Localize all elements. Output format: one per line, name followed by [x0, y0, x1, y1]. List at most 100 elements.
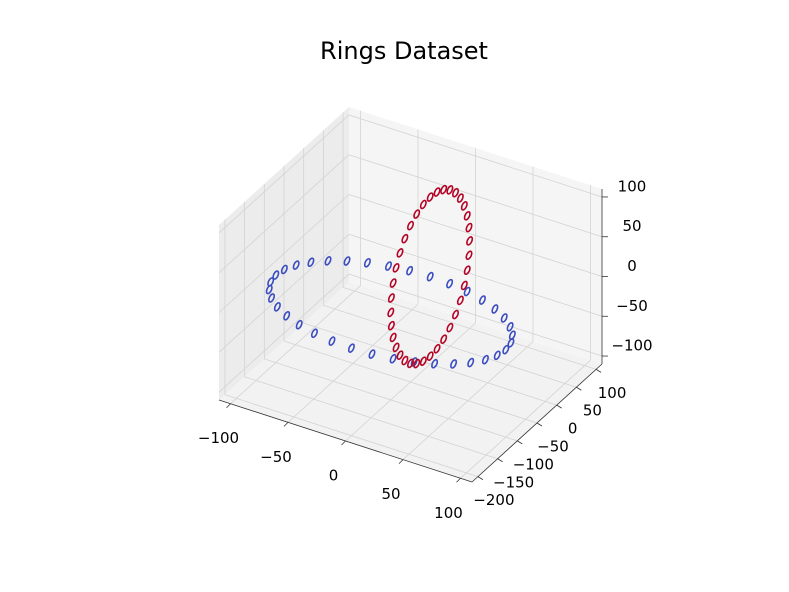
point [491, 304, 499, 314]
point [347, 343, 355, 353]
point [463, 210, 471, 221]
point [508, 330, 516, 340]
y-tick-label: −200 [473, 491, 514, 509]
point [265, 284, 273, 295]
z-tick-label: 0 [627, 257, 637, 275]
point [446, 278, 454, 289]
grid-line [244, 376, 498, 460]
point [466, 236, 474, 246]
point [389, 332, 397, 343]
y-axis [471, 363, 603, 483]
z-tick-label: 100 [618, 177, 647, 195]
point [268, 293, 276, 303]
point [463, 265, 471, 276]
point [465, 250, 473, 261]
point [387, 307, 395, 318]
tick-mark [556, 404, 562, 409]
point [292, 260, 300, 270]
y-tick-label: 0 [568, 420, 578, 438]
grid-line [218, 194, 350, 313]
z-tick-label: −100 [611, 337, 652, 355]
point [389, 353, 397, 364]
point [392, 342, 400, 353]
point [440, 184, 448, 195]
point [413, 358, 421, 369]
tick-mark [517, 440, 523, 445]
grid-line [303, 322, 557, 406]
tick-mark [477, 476, 484, 480]
point [343, 256, 351, 266]
point [446, 322, 454, 333]
y-tick-label: −150 [493, 473, 534, 491]
y-tick-label: −50 [537, 438, 569, 456]
z-tick-label: 50 [622, 217, 641, 235]
point [493, 350, 501, 361]
point [433, 187, 441, 197]
point [460, 280, 468, 291]
point [463, 286, 471, 297]
point [452, 309, 460, 320]
point [401, 233, 409, 244]
grid-line [348, 114, 603, 198]
point [389, 278, 397, 288]
tick-mark [226, 403, 231, 409]
point [406, 265, 414, 276]
x-tick-label: 0 [329, 467, 339, 485]
point [273, 302, 281, 312]
grid-line [342, 286, 597, 370]
point [456, 295, 464, 306]
point [283, 310, 291, 321]
point [310, 328, 318, 339]
point [433, 343, 441, 354]
point [440, 334, 448, 344]
z-tick-label: −50 [616, 297, 648, 315]
grid-line [224, 394, 479, 478]
y-tick-label: 100 [598, 384, 627, 402]
point [392, 263, 400, 273]
point [328, 336, 336, 346]
x-axis [218, 399, 473, 483]
point [481, 354, 489, 365]
point [280, 264, 288, 275]
x-tick-label: −50 [260, 448, 292, 466]
point [387, 320, 395, 331]
point [431, 358, 439, 369]
tick-mark [341, 440, 346, 446]
point [413, 209, 421, 219]
tick-mark [283, 422, 289, 427]
y-tick-label: 50 [583, 402, 602, 420]
point [478, 295, 486, 305]
point [465, 222, 473, 233]
grid-line [348, 194, 603, 277]
x-tick-label: 50 [381, 485, 400, 503]
grid-line [218, 273, 350, 393]
point [467, 357, 475, 368]
tick-mark [576, 386, 582, 391]
point [396, 248, 404, 258]
point [387, 293, 395, 303]
point [419, 356, 427, 367]
point [460, 201, 468, 211]
point [385, 261, 393, 271]
grid-line [348, 233, 603, 317]
tick-mark [595, 369, 602, 373]
point [450, 359, 458, 369]
x-tick-label: 100 [434, 504, 463, 522]
point [426, 192, 434, 202]
point [500, 313, 508, 323]
grid-line [218, 154, 350, 274]
point [419, 199, 427, 210]
x-tick-label: −100 [198, 429, 239, 447]
chart-title: Rings Dataset [320, 37, 488, 65]
point [307, 257, 315, 268]
point [426, 271, 434, 282]
point [363, 257, 371, 268]
point [446, 185, 454, 195]
grid-line [218, 114, 350, 234]
point [295, 319, 303, 330]
tick-mark [497, 458, 503, 463]
point [396, 350, 404, 360]
y-tick-label: −100 [513, 455, 554, 473]
point [407, 358, 414, 369]
